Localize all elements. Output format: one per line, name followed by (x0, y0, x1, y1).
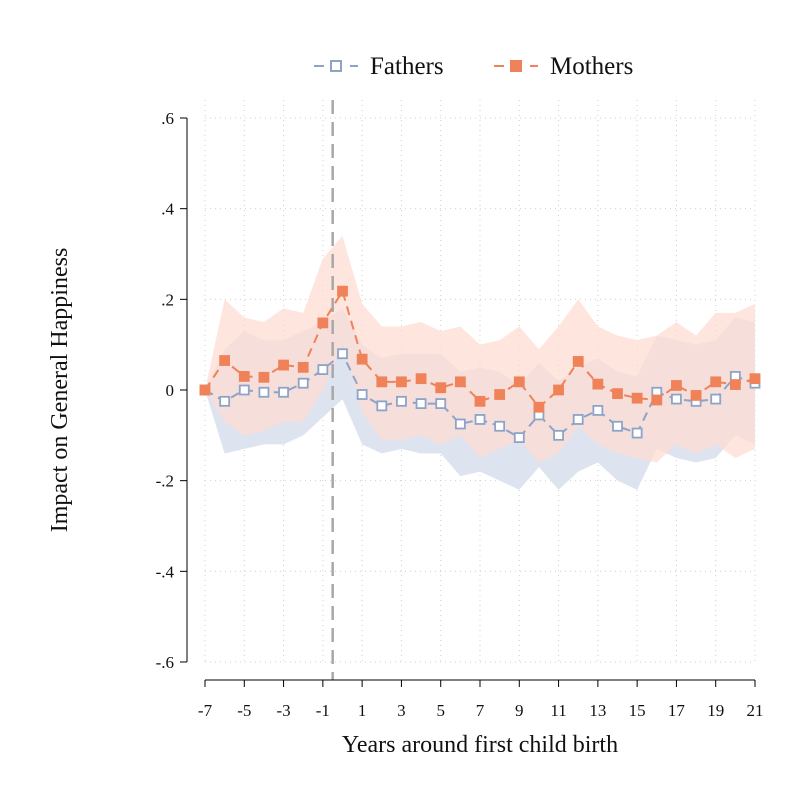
x-tick-label: 3 (397, 701, 406, 720)
data-point-mothers (435, 382, 447, 394)
data-point-fathers (612, 420, 623, 432)
x-tick-label: -5 (237, 701, 251, 720)
data-point-mothers (494, 389, 506, 400)
data-point-fathers (258, 386, 270, 398)
data-point-fathers (356, 389, 368, 400)
legend-mothers-marker (510, 60, 522, 72)
data-point-fathers (219, 395, 231, 407)
x-axis-title: Years around first child birth (342, 732, 618, 758)
x-tick-label: 13 (589, 701, 606, 720)
data-point-mothers (572, 356, 584, 367)
data-point-fathers (435, 398, 447, 410)
data-point-fathers (317, 364, 329, 376)
y-tick-label: -.4 (156, 562, 175, 581)
data-point-mothers (631, 392, 643, 404)
data-point-fathers (710, 393, 722, 405)
y-tick-label: .6 (161, 109, 174, 128)
data-point-fathers (297, 377, 309, 389)
data-point-mothers (690, 390, 702, 401)
data-point-mothers (317, 317, 329, 329)
y-tick-label: -.6 (156, 653, 174, 672)
x-tick-label: -3 (276, 701, 290, 720)
data-point-fathers (474, 414, 486, 425)
data-point-mothers (297, 361, 309, 373)
x-tick-label: 5 (436, 701, 445, 720)
data-point-fathers (671, 393, 682, 405)
x-tick-label: 9 (515, 701, 524, 720)
data-point-mothers (651, 394, 663, 406)
x-tick-label: 7 (476, 701, 485, 720)
x-tick-label: 11 (550, 701, 566, 720)
data-point-mothers (592, 378, 604, 390)
data-point-fathers (631, 427, 643, 439)
legend-mothers-label: Mothers (550, 53, 633, 80)
axes: -.6-.4-.20.2.4.6-7 -5 -3 -1 1 3 5 7 9 11 13 15 17 19 2… (156, 109, 764, 720)
x-tick-label: -1 (316, 701, 330, 720)
data-point-mothers (671, 380, 682, 391)
y-tick-label: .4 (161, 200, 174, 219)
x-tick-label: 21 (747, 701, 764, 720)
data-point-mothers (258, 371, 270, 383)
data-point-fathers (396, 395, 407, 407)
data-point-mothers (337, 285, 348, 297)
legend-fathers-marker (330, 60, 342, 72)
y-axis-title: Impact on General Happiness (47, 248, 73, 533)
data-point-mothers (553, 384, 564, 396)
legend: Fathers Mothers (314, 53, 633, 80)
data-point-mothers (513, 376, 525, 388)
x-tick-label: 1 (358, 701, 367, 720)
data-point-mothers (454, 376, 466, 388)
data-point-fathers (454, 418, 466, 430)
data-point-mothers (415, 373, 427, 385)
data-point-mothers (612, 388, 623, 400)
x-tick-label: -7 (198, 701, 213, 720)
data-point-mothers (356, 353, 368, 365)
data-point-mothers (729, 379, 741, 390)
data-point-mothers (278, 359, 289, 371)
data-point-mothers (474, 395, 486, 407)
data-point-fathers (572, 414, 584, 425)
data-point-mothers (376, 376, 388, 388)
legend-fathers-label: Fathers (370, 53, 444, 80)
data-point-fathers (337, 348, 348, 360)
data-point-fathers (553, 429, 564, 441)
series-layer (199, 285, 761, 444)
data-point-mothers (219, 355, 231, 366)
data-point-fathers (494, 420, 506, 432)
data-point-mothers (533, 401, 545, 413)
x-tick-label: 17 (668, 701, 686, 720)
series-mothers (199, 285, 761, 413)
data-point-mothers (710, 376, 722, 388)
data-point-mothers (199, 384, 211, 396)
data-point-fathers (238, 384, 250, 396)
x-tick-label: 19 (707, 701, 724, 720)
legend-item-mothers: Mothers (494, 53, 633, 80)
data-point-fathers (592, 404, 604, 416)
data-point-fathers (376, 400, 388, 412)
y-tick-label: -.2 (156, 472, 174, 491)
data-point-mothers (749, 373, 761, 385)
x-tick-label: 15 (629, 701, 646, 720)
data-point-mothers (238, 370, 250, 382)
y-tick-label: .2 (161, 290, 174, 309)
data-point-fathers (278, 386, 289, 398)
data-point-mothers (396, 376, 407, 388)
legend-item-fathers: Fathers (314, 53, 444, 80)
data-point-fathers (415, 398, 427, 410)
y-tick-label: 0 (166, 381, 175, 400)
data-point-fathers (513, 432, 525, 444)
